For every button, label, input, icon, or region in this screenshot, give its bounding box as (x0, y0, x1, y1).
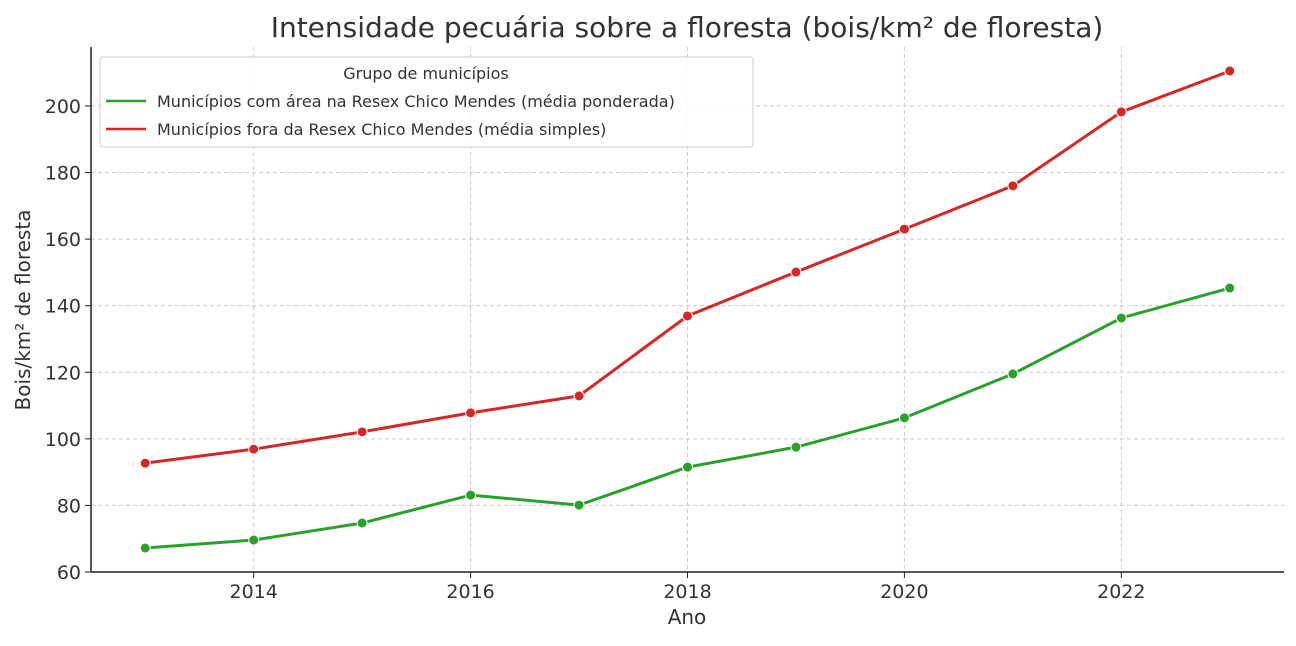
legend-title: Grupo de municípios (343, 64, 509, 83)
data-point (573, 390, 585, 402)
data-point (1224, 282, 1236, 294)
data-point (1007, 368, 1019, 380)
ticks: 2014 2016 2018 2020 2022 60 80 100 120 140 160 180 2… (45, 96, 1146, 603)
x-tick-label: 2020 (880, 581, 928, 603)
data-point (682, 461, 693, 473)
x-tick-label: 2016 (446, 581, 494, 603)
data-point (139, 457, 151, 469)
x-axis-label: Ano (668, 605, 707, 629)
data-point (356, 426, 368, 438)
data-point (898, 412, 910, 424)
x-tick-label: 2018 (663, 581, 711, 603)
x-tick-label: 2014 (230, 581, 278, 603)
chart-title: Intensidade pecuária sobre a floresta (b… (271, 11, 1104, 44)
legend-entry: Municípios fora da Resex Chico Mendes (m… (157, 120, 606, 139)
data-point (1224, 65, 1236, 77)
data-point (465, 489, 477, 501)
data-point (248, 443, 260, 455)
data-point (1115, 106, 1127, 118)
y-tick-label: 60 (57, 562, 81, 584)
y-tick-label: 120 (45, 362, 81, 384)
data-point (356, 517, 368, 529)
data-point (465, 407, 477, 419)
y-tick-label: 160 (45, 229, 81, 251)
data-point (248, 534, 260, 546)
data-point (1115, 312, 1127, 324)
x-tick-label: 2022 (1097, 581, 1145, 603)
data-point (139, 542, 151, 554)
y-tick-label: 80 (57, 495, 81, 517)
series-layer (139, 65, 1236, 554)
data-point (898, 223, 910, 235)
data-point (790, 266, 802, 278)
y-tick-label: 200 (45, 96, 81, 118)
y-tick-label: 180 (45, 163, 81, 185)
y-axis-label: Bois/km² de floresta (11, 210, 35, 411)
legend: Grupo de municípios Municípios com área … (99, 56, 754, 148)
data-point (790, 441, 802, 453)
data-point (573, 499, 585, 511)
legend-entry: Municípios com área na Resex Chico Mende… (157, 92, 675, 111)
data-point (682, 310, 693, 322)
y-tick-label: 100 (45, 429, 81, 451)
y-tick-label: 140 (45, 296, 81, 318)
data-point (1007, 180, 1019, 192)
